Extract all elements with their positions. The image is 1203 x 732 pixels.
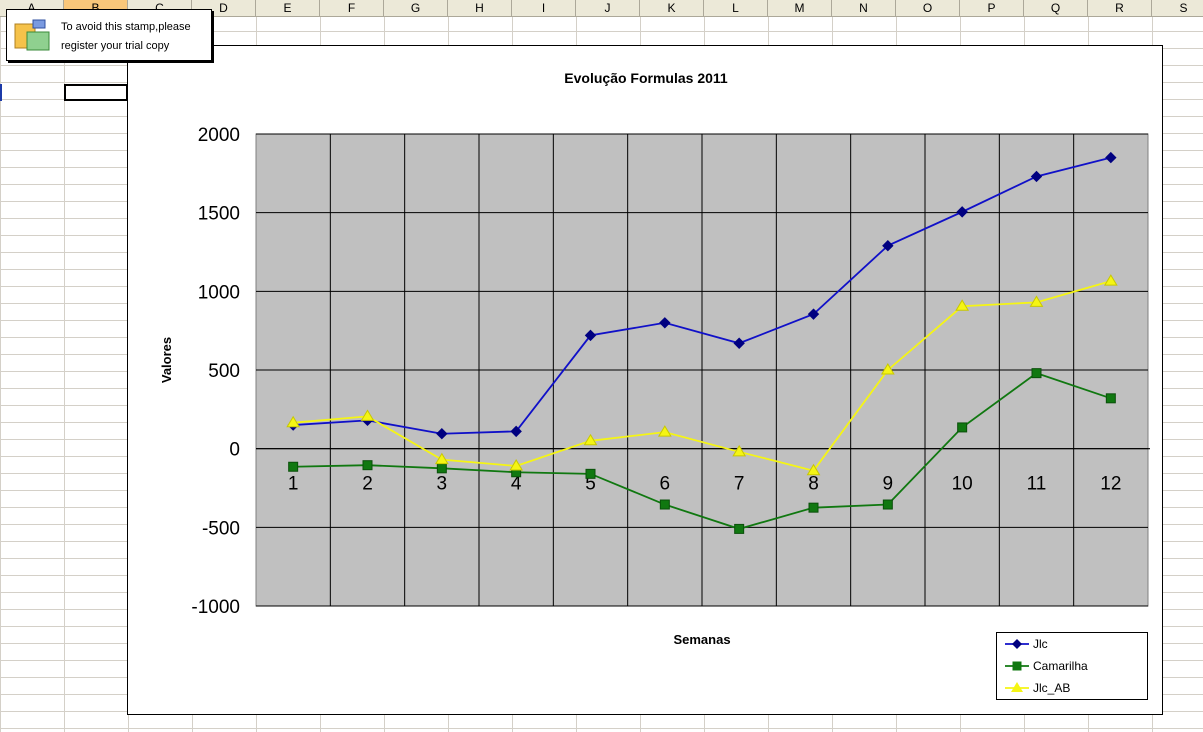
- data-point-jlc-ab: [732, 444, 747, 457]
- series-line-jlc-ab: [293, 280, 1112, 472]
- data-point-camarilha: [659, 499, 670, 510]
- legend-item-camarilha: Camarilha: [1003, 657, 1143, 677]
- data-point-jlc: [807, 308, 820, 320]
- data-point-jlc-ab: [583, 433, 598, 446]
- x-tick-label: 7: [734, 474, 745, 495]
- data-point-jlc-ab: [806, 463, 821, 476]
- data-point-jlc-ab: [1103, 274, 1118, 286]
- x-tick-label: 10: [952, 474, 973, 495]
- data-point-camarilha: [585, 468, 596, 479]
- data-point-camarilha: [288, 461, 299, 472]
- line-chart[interactable]: 2000 1500 1000 500 0 -500 -1000 1 2 3 4 5 6 7 8 9 10 11 12…: [127, 45, 1163, 715]
- column-header-m[interactable]: M: [768, 0, 832, 16]
- x-tick-label: 6: [660, 474, 671, 495]
- column-header-n[interactable]: N: [832, 0, 896, 16]
- data-point-camarilha: [362, 460, 373, 471]
- column-header-i[interactable]: I: [512, 0, 576, 16]
- column-header-c[interactable]: C: [128, 0, 192, 16]
- y-axis-title: Valores: [159, 337, 174, 383]
- column-header-e[interactable]: E: [256, 0, 320, 16]
- column-header-a[interactable]: A: [0, 0, 64, 16]
- data-point-camarilha: [436, 463, 447, 474]
- x-tick-label: 4: [511, 474, 522, 495]
- x-tick-label: 11: [1027, 474, 1047, 495]
- legend-swatch-jlc: [1005, 639, 1029, 649]
- x-tick-label: 9: [883, 474, 894, 495]
- data-point-camarilha: [882, 499, 893, 510]
- data-point-jlc: [956, 206, 968, 218]
- column-header-l[interactable]: L: [704, 0, 768, 16]
- data-point-camarilha: [1105, 393, 1116, 404]
- legend-swatch-camarilha: [1005, 661, 1029, 671]
- data-point-jlc: [584, 329, 597, 342]
- column-header-j[interactable]: J: [576, 0, 640, 16]
- legend-item-jlc-ab: Jlc_AB: [1003, 679, 1143, 699]
- y-tick-label: -1000: [191, 597, 240, 618]
- data-point-jlc-ab: [1029, 295, 1044, 307]
- column-header-r[interactable]: R: [1088, 0, 1152, 16]
- chart-title: Evolução Formulas 2011: [564, 70, 728, 86]
- x-tick-label: 1: [288, 474, 299, 495]
- y-tick-label: 2000: [198, 125, 240, 146]
- active-cell[interactable]: [64, 84, 128, 101]
- windows-stamp-icon: [14, 19, 50, 51]
- trial-stamp: To avoid this stamp,please register your…: [6, 9, 212, 61]
- y-tick-label: 1500: [198, 204, 240, 225]
- column-header-s[interactable]: S: [1152, 0, 1203, 16]
- legend-item-jlc: Jlc: [1003, 635, 1143, 655]
- data-point-camarilha: [957, 422, 968, 433]
- legend-label-camarilha: Camarilha: [1033, 659, 1088, 673]
- x-axis-title: Semanas: [673, 632, 730, 647]
- data-point-jlc-ab: [286, 415, 301, 428]
- stamp-line-2: register your trial copy: [61, 40, 170, 52]
- data-point-jlc-ab: [434, 452, 449, 465]
- data-point-jlc: [1105, 151, 1117, 164]
- y-tick-label: 0: [229, 440, 240, 461]
- legend-label-jlc-ab: Jlc_AB: [1033, 681, 1071, 695]
- column-header-p[interactable]: P: [960, 0, 1024, 16]
- legend-label-jlc: Jlc: [1033, 637, 1048, 651]
- column-header-f[interactable]: F: [320, 0, 384, 16]
- data-point-jlc: [1030, 170, 1043, 183]
- column-header-o[interactable]: O: [896, 0, 960, 16]
- data-point-jlc-ab: [657, 425, 672, 437]
- x-tick-label: 8: [808, 474, 819, 495]
- data-point-jlc-ab: [509, 459, 524, 471]
- series-line-jlc: [293, 156, 1112, 435]
- legend-swatch-jlc-ab: [1005, 682, 1029, 692]
- column-header-h[interactable]: H: [448, 0, 512, 16]
- data-point-jlc-ab: [955, 299, 970, 311]
- x-tick-label: 3: [437, 474, 448, 495]
- column-header-d[interactable]: D: [192, 0, 256, 16]
- data-point-jlc: [659, 317, 671, 329]
- x-tick-label: 5: [585, 474, 596, 495]
- series-line-camarilha: [293, 372, 1112, 530]
- data-point-camarilha: [734, 523, 745, 534]
- data-point-jlc: [510, 425, 522, 438]
- data-point-camarilha: [1031, 368, 1042, 379]
- data-point-jlc: [733, 337, 745, 349]
- data-point-jlc-ab: [880, 363, 895, 375]
- data-point-jlc: [436, 428, 448, 440]
- data-point-camarilha: [808, 502, 819, 513]
- x-tick-label: 12: [1100, 474, 1121, 495]
- data-point-jlc-ab: [360, 409, 375, 421]
- active-row-marker: [0, 84, 2, 101]
- column-header-g[interactable]: G: [384, 0, 448, 16]
- chart-legend: Jlc Camarilha Jlc_AB: [996, 632, 1148, 700]
- x-tick-label: 2: [362, 474, 373, 495]
- y-tick-label: 500: [208, 361, 240, 382]
- data-point-jlc: [882, 239, 894, 252]
- stamp-line-1: To avoid this stamp,please: [61, 21, 191, 33]
- y-tick-label: -500: [202, 518, 240, 539]
- y-tick-label: 1000: [198, 282, 240, 303]
- column-header-k[interactable]: K: [640, 0, 704, 16]
- column-header-q[interactable]: Q: [1024, 0, 1088, 16]
